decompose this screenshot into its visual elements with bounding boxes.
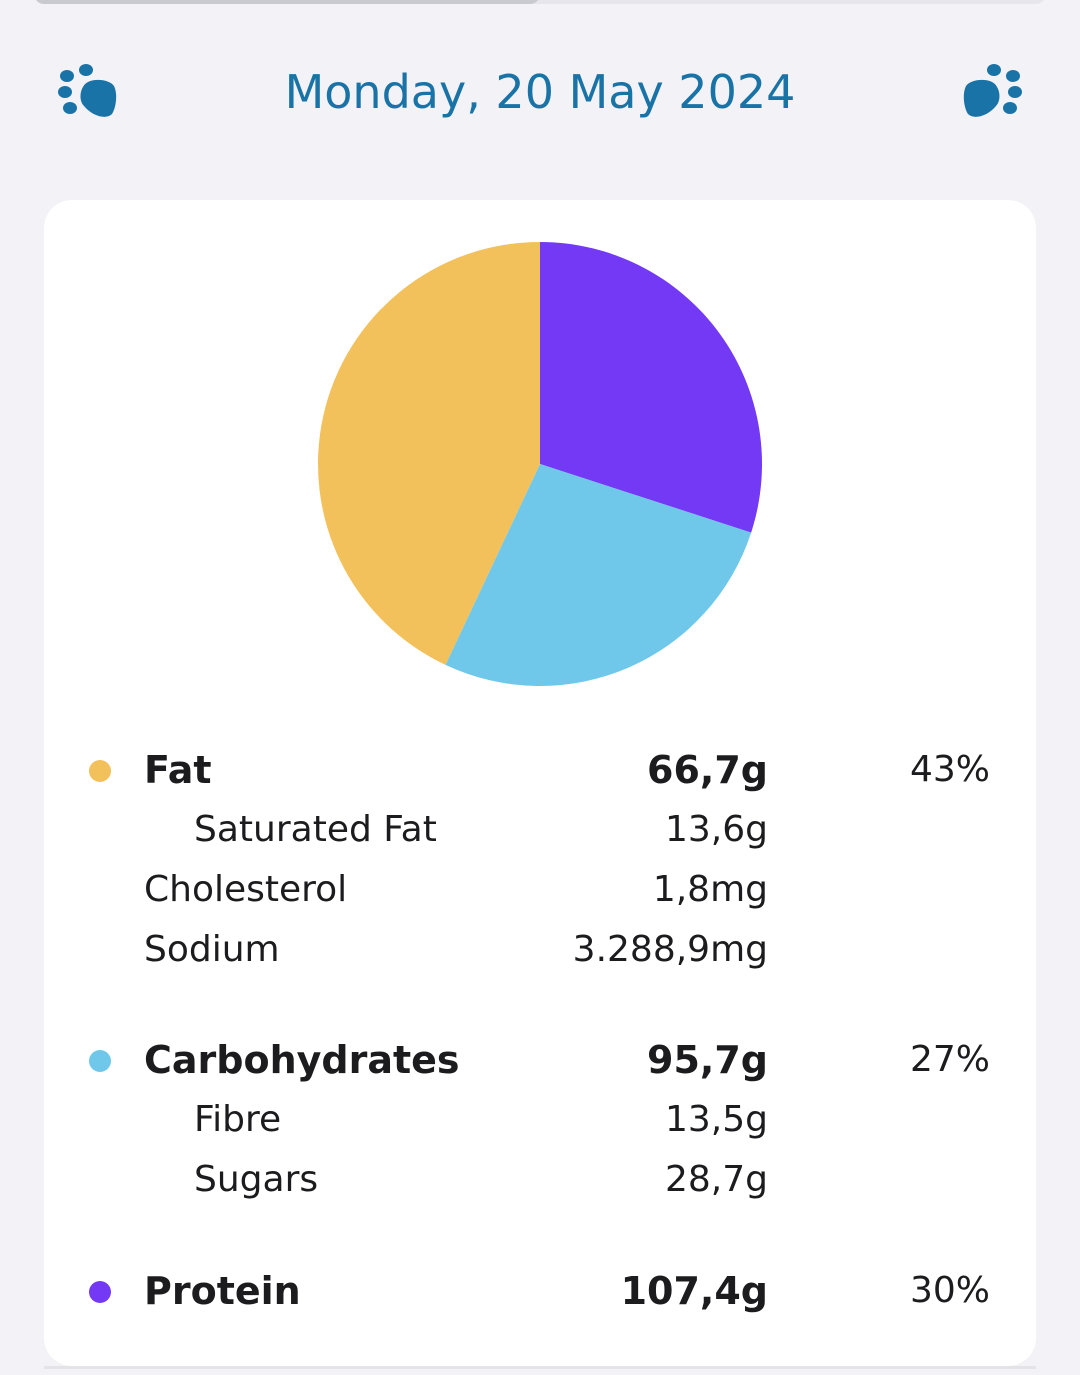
protein-label: Protein (144, 1269, 301, 1313)
sugars-label: Sugars (194, 1159, 319, 1200)
nutrient-row-sugars: Sugars 28,7g (44, 1150, 1036, 1210)
pie-slice-protein (540, 242, 762, 533)
carbohydrates-value: 95,7g (647, 1038, 768, 1082)
carbohydrates-label: Carbohydrates (144, 1038, 460, 1082)
fibre-label: Fibre (194, 1099, 282, 1140)
nutrient-row-fat: Fat 66,7g 43% (44, 740, 1036, 800)
fat-percent: 43% (909, 749, 990, 790)
saturated-fat-label: Saturated Fat (194, 809, 437, 850)
cholesterol-label: Cholesterol (144, 869, 348, 910)
nutrient-row-cholesterol: Cholesterol 1,8mg (44, 860, 1036, 920)
carbohydrates-legend-dot (89, 1050, 111, 1072)
nutrient-row-protein: Protein 107,4g 30% (44, 1261, 1036, 1321)
pie-slice-fat (318, 242, 540, 665)
nutrient-row-carbohydrates: Carbohydrates 95,7g 27% (44, 1030, 1036, 1090)
fat-legend-dot (89, 760, 111, 782)
macro-pie-chart (316, 240, 764, 688)
date-title: Monday, 20 May 2024 (284, 65, 796, 119)
protein-legend-dot (89, 1281, 111, 1303)
protein-percent: 30% (909, 1270, 990, 1311)
date-header: Monday, 20 May 2024 (0, 52, 1080, 132)
protein-value: 107,4g (620, 1269, 768, 1313)
pie-slice-carbohydrates (445, 464, 752, 686)
top-progress-fill (34, 0, 540, 4)
cholesterol-value: 1,8mg (652, 869, 768, 910)
nutrition-card: Fat 66,7g 43% Saturated Fat 13,6g Choles… (44, 200, 1036, 1366)
fat-value: 66,7g (647, 748, 768, 792)
nutrient-row-saturated-fat: Saturated Fat 13,6g (44, 800, 1036, 860)
saturated-fat-value: 13,6g (664, 809, 768, 850)
nutrient-row-sodium: Sodium 3.288,9mg (44, 920, 1036, 980)
paw-icon (58, 64, 117, 117)
sodium-value: 3.288,9mg (572, 929, 768, 970)
fat-label: Fat (144, 748, 212, 792)
card-bottom-divider (44, 1366, 1036, 1369)
sodium-label: Sodium (144, 929, 280, 970)
pie-chart-svg (318, 242, 762, 686)
next-day-button[interactable] (960, 60, 1024, 124)
fibre-value: 13,5g (664, 1099, 768, 1140)
sugars-value: 28,7g (664, 1159, 768, 1200)
carbohydrates-percent: 27% (909, 1039, 990, 1080)
paw-icon (963, 64, 1022, 117)
previous-day-button[interactable] (56, 60, 120, 124)
top-progress-bar (34, 0, 1046, 4)
nutrient-row-fibre: Fibre 13,5g (44, 1090, 1036, 1150)
